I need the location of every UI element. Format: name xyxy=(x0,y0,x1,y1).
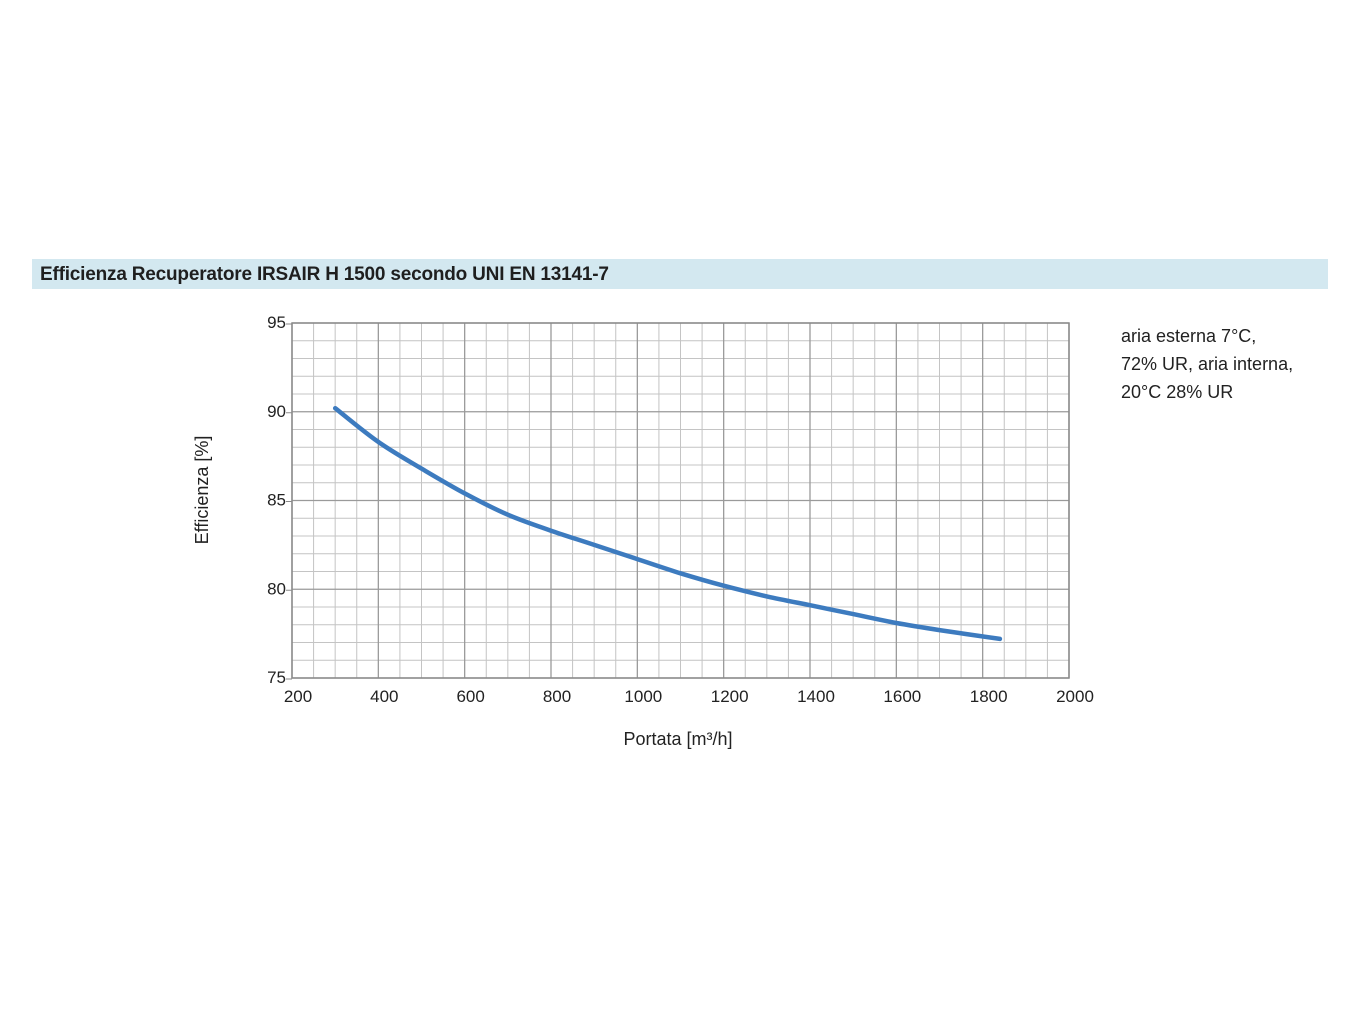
x-tick-label: 200 xyxy=(284,687,312,706)
y-tick-label: 95 xyxy=(267,313,286,332)
x-tick-label: 1000 xyxy=(624,687,662,706)
x-axis-label: Portata [m³/h] xyxy=(623,729,732,749)
y-tick-label: 90 xyxy=(267,402,286,421)
x-tick-label: 800 xyxy=(543,687,571,706)
x-tick-label: 400 xyxy=(370,687,398,706)
plot-frame xyxy=(291,322,1070,679)
x-tick-label: 600 xyxy=(456,687,484,706)
x-tick-label: 1800 xyxy=(970,687,1008,706)
x-tick-label: 2000 xyxy=(1056,687,1094,706)
tick-labels: 200 400 600 800 1000 1200 1400 1600 1800 2000 75 80… xyxy=(267,313,1094,706)
series-layer xyxy=(332,405,1003,642)
x-tick-label: 1600 xyxy=(883,687,921,706)
x-tick-label: 1400 xyxy=(797,687,835,706)
conditions-note: aria esterna 7°C, 72% UR, aria interna, … xyxy=(1121,322,1341,406)
note-line-3: 20°C 28% UR xyxy=(1121,382,1234,402)
chart-title-bar: Efficienza Recuperatore IRSAIR H 1500 se… xyxy=(32,259,1328,289)
y-tick-label: 75 xyxy=(267,668,286,687)
efficiency-series-line xyxy=(332,405,1003,642)
note-line-2: 72% UR, aria interna, xyxy=(1121,354,1294,374)
grid-major xyxy=(291,322,1070,679)
y-tick-label: 85 xyxy=(267,491,286,510)
chart-title: Efficienza Recuperatore IRSAIR H 1500 se… xyxy=(40,264,609,285)
note-line-1: aria esterna 7°C, xyxy=(1121,326,1257,346)
y-axis-label: Efficienza [%] xyxy=(192,436,212,545)
y-tick-label: 80 xyxy=(267,579,286,598)
x-tick-label: 1200 xyxy=(711,687,749,706)
